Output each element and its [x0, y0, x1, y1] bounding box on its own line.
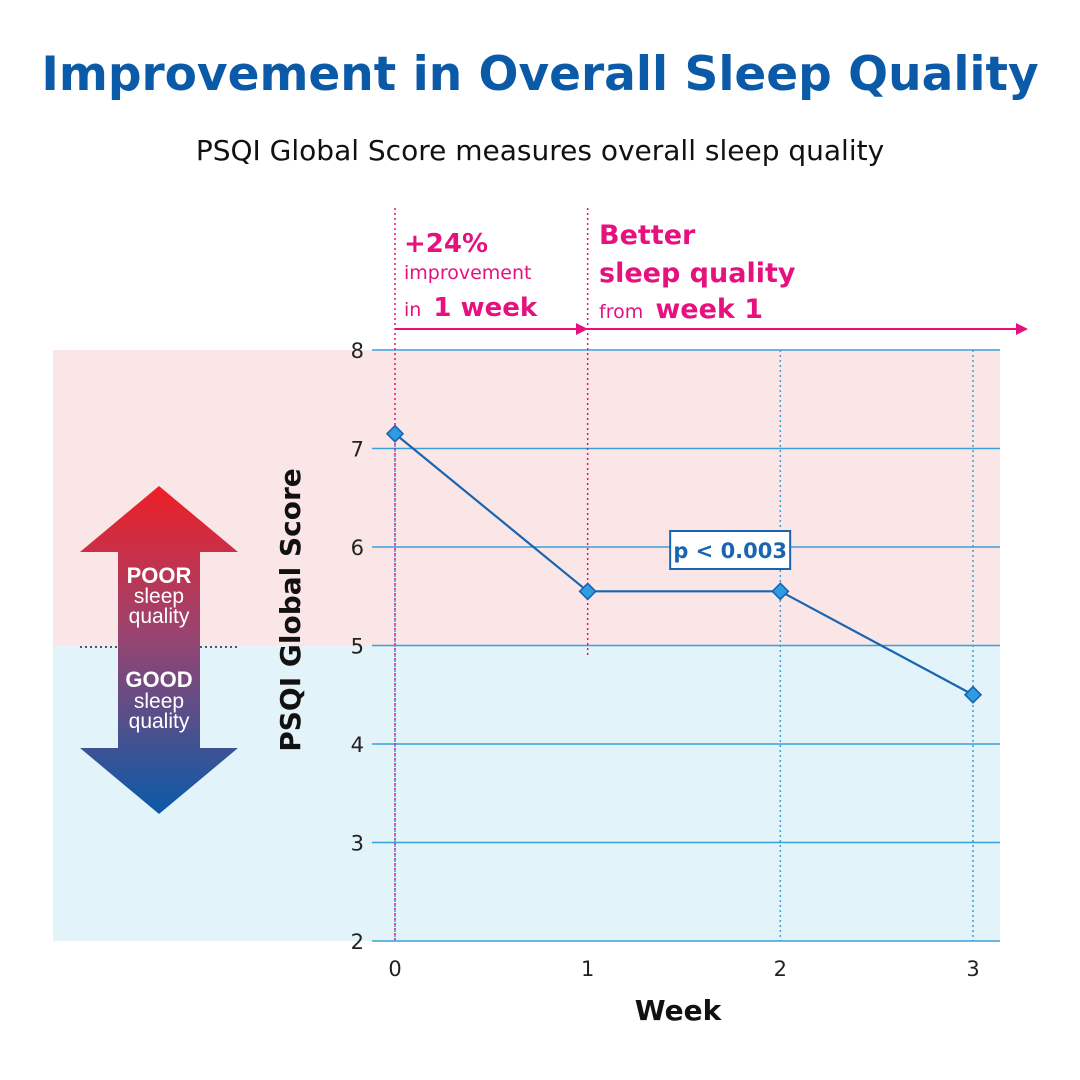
p-value-label: p < 0.003 — [673, 539, 787, 563]
poor-label: POOR — [127, 563, 192, 588]
good-label-line3: quality — [129, 710, 190, 733]
page-title: Improvement in Overall Sleep Quality — [41, 47, 1038, 102]
page-subtitle: PSQI Global Score measures overall sleep… — [196, 134, 884, 167]
poor-label-line2: sleep — [134, 585, 184, 608]
y-tick-label: 5 — [351, 635, 364, 659]
y-tick-label: 7 — [351, 438, 364, 462]
x-tick-label: 0 — [388, 957, 401, 981]
data-point-marker — [385, 424, 405, 443]
poor-label-line3: quality — [129, 605, 190, 628]
y-gridlines — [372, 349, 1000, 942]
series-layer — [385, 424, 983, 704]
good-label-line2: sleep — [134, 690, 184, 713]
callout-from: from — [599, 301, 643, 323]
callout-in: in — [404, 299, 421, 321]
x-tick-label: 3 — [966, 957, 979, 981]
callout-week-one: week 1 — [655, 294, 763, 325]
callout-percent: +24% — [404, 229, 488, 259]
callout-one-week: 1 week — [433, 293, 537, 323]
poor-quality-zone — [53, 350, 1000, 646]
quality-zones — [53, 350, 1000, 941]
y-tick-label: 4 — [351, 733, 364, 757]
y-tick-label: 6 — [351, 536, 364, 560]
data-point-marker — [578, 582, 597, 601]
callouts: +24% improvement in 1 week Better sleep … — [395, 220, 1028, 335]
callout-from-week: from week 1 — [599, 294, 763, 325]
callout-improvement: improvement — [404, 262, 532, 284]
double-arrow-icon — [80, 486, 238, 814]
y-axis-label: PSQI Global Score — [274, 468, 307, 752]
y-tick-label: 2 — [351, 930, 364, 954]
x-tick-label: 2 — [774, 957, 787, 981]
callout-better: Better — [599, 220, 696, 251]
series-line — [394, 432, 974, 696]
callout-in-week: in 1 week — [404, 293, 538, 323]
good-label: GOOD — [125, 667, 192, 692]
good-quality-zone — [53, 645, 1000, 941]
data-point-marker — [771, 582, 790, 601]
week-guides — [394, 208, 974, 941]
y-tick-label: 3 — [351, 832, 364, 856]
p-value-box — [669, 530, 792, 570]
quality-arrow: POOR sleep quality GOOD sleep quality — [80, 486, 238, 814]
callout-sleep-quality: sleep quality — [599, 258, 796, 289]
annotations-layer: p < 0.003 — [669, 530, 792, 570]
y-tick-label: 8 — [351, 339, 364, 363]
x-tick-label: 1 — [581, 957, 594, 981]
x-axis-label: Week — [635, 994, 723, 1027]
data-point-marker — [963, 685, 983, 704]
y-tick-labels: 2 3 4 5 6 7 8 — [351, 339, 364, 954]
x-tick-labels: 0 1 2 3 — [388, 957, 979, 981]
